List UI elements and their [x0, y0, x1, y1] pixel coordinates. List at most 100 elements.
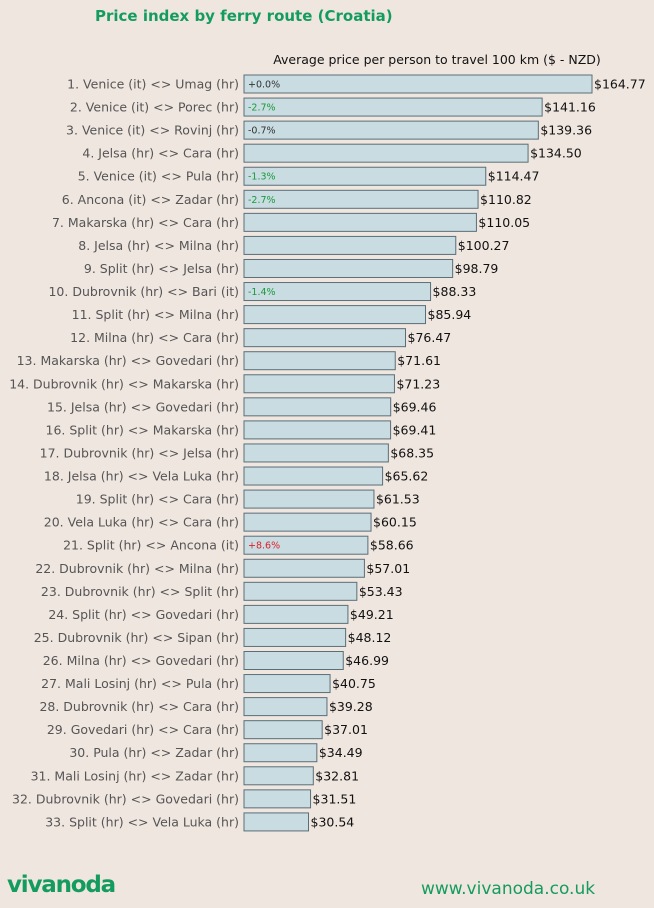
change-label: -1.4%: [248, 287, 276, 298]
value-label: $141.16: [544, 100, 596, 115]
bar: [243, 420, 392, 440]
bar: [243, 328, 407, 348]
bar: [243, 743, 318, 763]
bar: [243, 720, 323, 740]
value-label: $57.01: [366, 561, 410, 576]
bar: [243, 189, 479, 209]
value-label: $69.46: [393, 399, 437, 414]
bar: [243, 766, 314, 786]
bar: [243, 305, 427, 325]
bar: [243, 627, 347, 647]
category-label: 8. Jelsa (hr) <> Milna (hr): [78, 238, 239, 253]
value-label: $164.77: [594, 77, 646, 92]
bar: [243, 466, 384, 486]
bar: [243, 351, 396, 371]
category-label: 2. Venice (it) <> Porec (hr): [70, 100, 239, 115]
bar: [243, 489, 375, 509]
value-label: $114.47: [488, 169, 540, 184]
value-label: $139.36: [540, 123, 592, 138]
value-label: $48.12: [348, 630, 392, 645]
bar: [243, 812, 310, 832]
category-label: 24. Split (hr) <> Govedari (hr): [48, 607, 239, 622]
value-label: $49.21: [350, 607, 394, 622]
category-label: 11. Split (hr) <> Milna (hr): [72, 307, 239, 322]
bar: [243, 235, 457, 255]
bar: [243, 397, 392, 417]
category-label: 6. Ancona (it) <> Zadar (hr): [62, 192, 239, 207]
bar: [243, 120, 539, 140]
category-label: 3. Venice (it) <> Rovinj (hr): [66, 123, 239, 138]
bar: [243, 674, 331, 694]
category-label: 12. Milna (hr) <> Cara (hr): [70, 330, 239, 345]
value-label: $69.41: [393, 422, 437, 437]
vivanoda-logo: vivanoda: [7, 872, 116, 898]
bar: [243, 212, 477, 232]
category-label: 9. Split (hr) <> Jelsa (hr): [84, 261, 239, 276]
category-label: 22. Dubrovnik (hr) <> Milna (hr): [35, 561, 239, 576]
category-label: 29. Govedari (hr) <> Cara (hr): [47, 722, 239, 737]
bars-group: 1. Venice (it) <> Umag (hr) $164.77 +0.0% 2…: [9, 74, 646, 832]
chart-title: Price index by ferry route (Croatia): [95, 7, 393, 25]
change-label: -2.7%: [248, 103, 276, 114]
chart-subtitle: Average price per person to travel 100 k…: [273, 52, 601, 67]
category-label: 7. Makarska (hr) <> Cara (hr): [52, 215, 239, 230]
category-label: 23. Dubrovnik (hr) <> Split (hr): [41, 584, 239, 599]
bar: [243, 789, 312, 809]
value-label: $40.75: [332, 676, 376, 691]
bar: [243, 604, 349, 624]
category-label: 10. Dubrovnik (hr) <> Bari (it): [48, 284, 239, 299]
value-label: $68.35: [390, 445, 434, 460]
value-label: $53.43: [359, 584, 403, 599]
website-link[interactable]: www.vivanoda.co.uk: [421, 879, 596, 899]
category-label: 32. Dubrovnik (hr) <> Govedari (hr): [12, 791, 239, 806]
value-label: $110.05: [478, 215, 530, 230]
value-label: $30.54: [311, 814, 355, 829]
change-label: +8.6%: [248, 541, 280, 552]
category-label: 25. Dubrovnik (hr) <> Sipan (hr): [34, 630, 239, 645]
bar: [243, 581, 358, 601]
value-label: $88.33: [433, 284, 477, 299]
category-label: 33. Split (hr) <> Vela Luka (hr): [45, 814, 239, 829]
category-label: 4. Jelsa (hr) <> Cara (hr): [82, 146, 239, 161]
category-label: 14. Dubrovnik (hr) <> Makarska (hr): [9, 376, 239, 391]
value-label: $39.28: [329, 699, 373, 714]
bar: [243, 282, 432, 302]
value-label: $98.79: [455, 261, 499, 276]
bar: [243, 97, 543, 117]
bar: [243, 143, 529, 163]
bar: [243, 512, 372, 532]
change-label: -0.7%: [248, 126, 276, 137]
category-label: 27. Mali Losinj (hr) <> Pula (hr): [41, 676, 239, 691]
value-label: $110.82: [480, 192, 532, 207]
bar: [243, 166, 487, 186]
value-label: $76.47: [408, 330, 452, 345]
bar: [243, 374, 395, 394]
value-label: $85.94: [428, 307, 472, 322]
value-label: $37.01: [324, 722, 368, 737]
value-label: $46.99: [345, 653, 389, 668]
bar-chart: Average price per person to travel 100 k…: [9, 52, 646, 832]
value-label: $31.51: [313, 791, 357, 806]
bar: [243, 258, 454, 278]
value-label: $65.62: [385, 469, 429, 484]
category-label: 26. Milna (hr) <> Govedari (hr): [43, 653, 239, 668]
category-label: 31. Mali Losinj (hr) <> Zadar (hr): [31, 768, 239, 783]
category-label: 13. Makarska (hr) <> Govedari (hr): [17, 353, 239, 368]
category-label: 20. Vela Luka (hr) <> Cara (hr): [44, 515, 239, 530]
change-label: -2.7%: [248, 195, 276, 206]
category-label: 15. Jelsa (hr) <> Govedari (hr): [47, 399, 239, 414]
value-label: $71.23: [396, 376, 440, 391]
value-label: $100.27: [458, 238, 510, 253]
value-label: $58.66: [370, 538, 414, 553]
category-label: 1. Venice (it) <> Umag (hr): [67, 77, 239, 92]
category-label: 28. Dubrovnik (hr) <> Cara (hr): [39, 699, 239, 714]
change-label: -1.3%: [248, 172, 276, 183]
value-label: $60.15: [373, 515, 417, 530]
bar: [243, 651, 344, 670]
value-label: $61.53: [376, 492, 420, 507]
value-label: $32.81: [315, 768, 359, 783]
category-label: 5. Venice (it) <> Pula (hr): [78, 169, 239, 184]
value-label: $34.49: [319, 745, 363, 760]
value-label: $71.61: [397, 353, 441, 368]
category-label: 19. Split (hr) <> Cara (hr): [76, 492, 239, 507]
